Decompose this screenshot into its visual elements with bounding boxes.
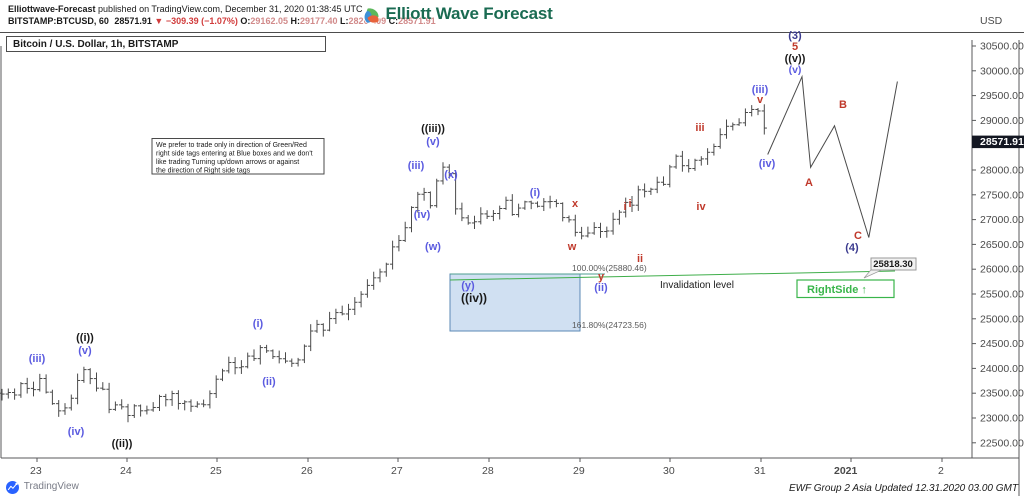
- svg-text:29: 29: [573, 465, 585, 477]
- svg-text:iv: iv: [696, 201, 706, 213]
- svg-text:25500.00: 25500.00: [980, 289, 1024, 301]
- svg-text:28571.91: 28571.91: [980, 136, 1024, 148]
- svg-text:(iii): (iii): [408, 160, 425, 172]
- svg-text:like trading Turning up/down a: like trading Turning up/down arrows or a…: [156, 159, 299, 166]
- svg-text:We prefer to trade only in dir: We prefer to trade only in direction of …: [156, 142, 307, 149]
- svg-text:RightSide ↑: RightSide ↑: [807, 284, 867, 296]
- svg-text:5: 5: [792, 41, 798, 53]
- svg-text:i: i: [628, 198, 631, 210]
- svg-text:24000.00: 24000.00: [980, 363, 1024, 375]
- svg-text:(v): (v): [789, 64, 802, 76]
- svg-text:(iv): (iv): [759, 158, 776, 170]
- svg-text:(w): (w): [425, 241, 441, 253]
- svg-text:(i): (i): [253, 318, 264, 330]
- svg-text:(ii): (ii): [262, 376, 276, 388]
- svg-text:iii: iii: [695, 122, 704, 134]
- svg-text:23: 23: [30, 465, 42, 477]
- svg-text:(i): (i): [530, 187, 541, 199]
- svg-text:((iv)): ((iv)): [461, 291, 487, 305]
- svg-text:23500.00: 23500.00: [980, 388, 1024, 400]
- svg-text:right side tags entering at Bl: right side tags entering at Blue boxes a…: [156, 151, 313, 158]
- svg-text:26500.00: 26500.00: [980, 239, 1024, 251]
- svg-text:ii: ii: [637, 253, 643, 265]
- svg-text:24500.00: 24500.00: [980, 338, 1024, 350]
- svg-text:161.80%(24723.56): 161.80%(24723.56): [572, 320, 647, 330]
- svg-text:2: 2: [938, 465, 944, 477]
- svg-text:30000.00: 30000.00: [980, 65, 1024, 77]
- svg-text:B: B: [839, 99, 847, 111]
- svg-text:USD: USD: [980, 15, 1003, 27]
- svg-text:(ii): (ii): [594, 282, 608, 294]
- svg-text:23000.00: 23000.00: [980, 413, 1024, 425]
- svg-text:22500.00: 22500.00: [980, 437, 1024, 449]
- svg-text:i: i: [623, 201, 626, 213]
- svg-text:(v): (v): [426, 136, 440, 148]
- svg-text:29500.00: 29500.00: [980, 90, 1024, 102]
- svg-text:27: 27: [391, 465, 403, 477]
- svg-text:28000.00: 28000.00: [980, 165, 1024, 177]
- svg-text:25818.30: 25818.30: [873, 259, 913, 270]
- svg-text:(v): (v): [78, 345, 92, 357]
- svg-text:(iv): (iv): [68, 426, 85, 438]
- svg-text:(iv): (iv): [414, 209, 431, 221]
- svg-text:((iii)): ((iii)): [421, 123, 445, 135]
- svg-text:the direction of Right side ta: the direction of Right side tags: [156, 168, 251, 175]
- svg-text:(x): (x): [444, 169, 458, 181]
- svg-text:29000.00: 29000.00: [980, 115, 1024, 127]
- svg-text:x: x: [572, 198, 579, 210]
- svg-text:v: v: [757, 94, 764, 106]
- svg-text:25000.00: 25000.00: [980, 313, 1024, 325]
- svg-text:w: w: [567, 241, 577, 253]
- svg-text:C: C: [854, 230, 862, 242]
- svg-text:27500.00: 27500.00: [980, 189, 1024, 201]
- svg-text:26: 26: [301, 465, 313, 477]
- svg-text:25: 25: [210, 465, 222, 477]
- svg-text:A: A: [805, 177, 813, 189]
- svg-text:31: 31: [754, 465, 766, 477]
- svg-text:100.00%(25880.46): 100.00%(25880.46): [572, 263, 647, 273]
- svg-text:((i)): ((i)): [76, 332, 94, 344]
- svg-text:(4): (4): [845, 242, 859, 254]
- svg-text:30: 30: [663, 465, 675, 477]
- svg-text:2021: 2021: [834, 465, 858, 477]
- svg-text:((ii)): ((ii)): [112, 438, 133, 450]
- svg-text:24: 24: [120, 465, 132, 477]
- svg-text:27000.00: 27000.00: [980, 214, 1024, 226]
- svg-text:26000.00: 26000.00: [980, 264, 1024, 276]
- svg-text:(iii): (iii): [29, 353, 46, 365]
- svg-text:Invalidation level: Invalidation level: [660, 280, 734, 291]
- svg-text:28: 28: [482, 465, 494, 477]
- svg-text:30500.00: 30500.00: [980, 41, 1024, 53]
